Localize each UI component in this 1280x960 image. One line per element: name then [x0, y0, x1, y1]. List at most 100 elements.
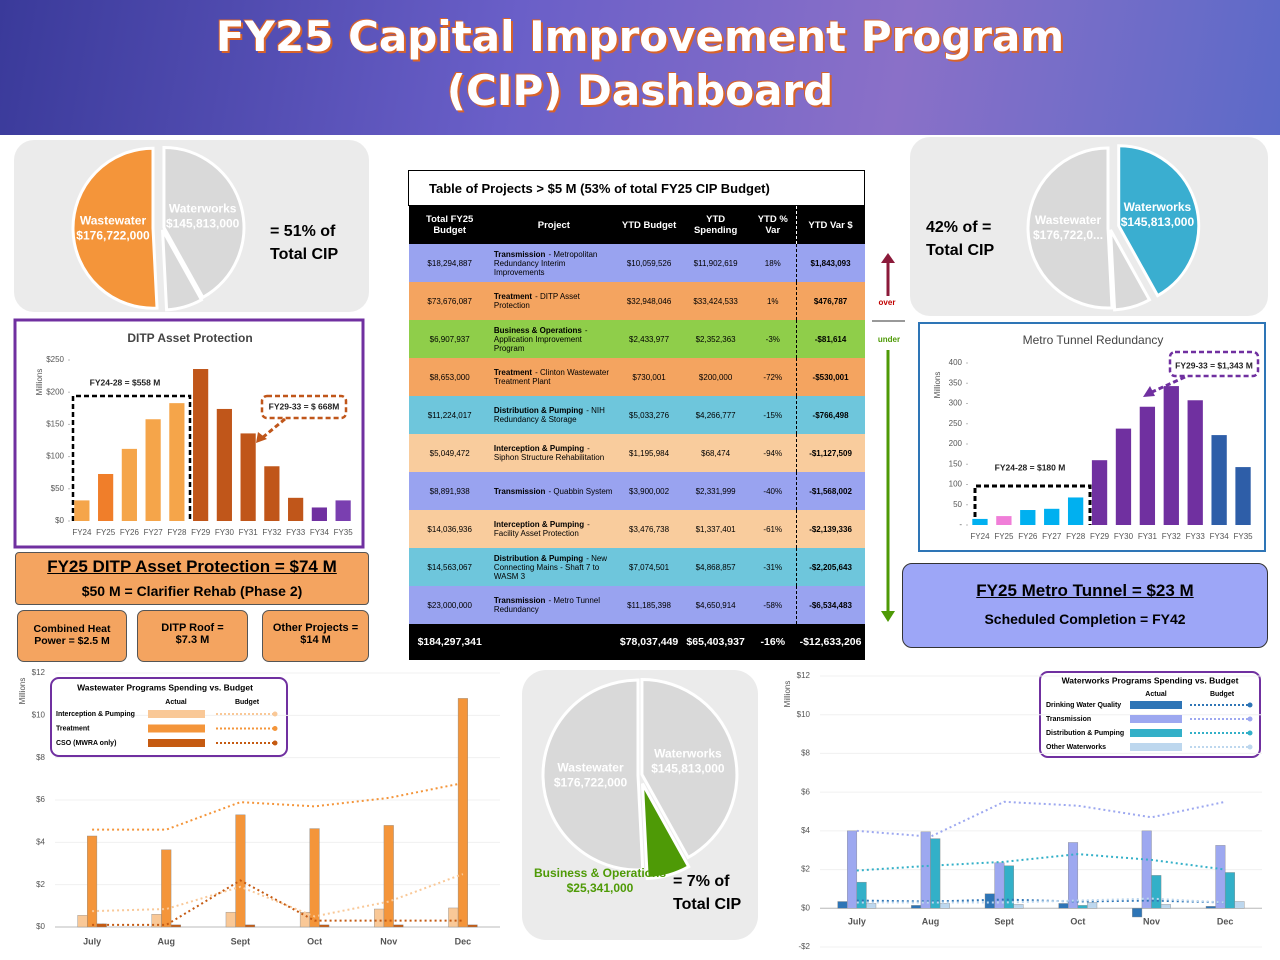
table-cell: $730,001 — [632, 372, 666, 382]
slice-label: Waterworks — [654, 747, 722, 761]
total-cell: $78,037,449 — [616, 624, 682, 660]
bar — [309, 828, 320, 928]
bar — [920, 831, 931, 909]
annotation: FY24-28 = $558 M — [90, 377, 161, 387]
bar — [467, 924, 478, 928]
x-tick-label: FY26 — [120, 528, 140, 537]
bar — [96, 923, 107, 928]
table-row: $18,294,887 Transmission - Metropolitan Re… — [408, 244, 865, 282]
legend-dot — [1247, 716, 1253, 722]
project-type: Transmission — [493, 596, 546, 605]
slice-value: $176,722,000 — [554, 775, 628, 789]
project-type: Treatment — [493, 292, 533, 301]
bar — [1205, 906, 1216, 909]
slice-label: Business & Operations — [534, 866, 666, 880]
bar — [1115, 428, 1132, 525]
table-cell: $2,352,363 — [695, 334, 736, 344]
x-tick-label: FY27 — [1042, 532, 1062, 541]
slice-label: Waterworks — [169, 202, 237, 216]
x-tick-label: FY31 — [1138, 532, 1158, 541]
bar — [77, 915, 88, 928]
pie-annotation: 42% of = — [926, 219, 991, 236]
project-type: Interception & Pumping — [493, 520, 585, 529]
pie-slice — [71, 146, 159, 310]
y-tick-label: $10 — [797, 710, 811, 719]
table-cell: $32,948,046 — [626, 296, 672, 306]
table-cell: -$530,001 — [795, 358, 865, 396]
bar — [1151, 875, 1162, 909]
budget-line — [856, 898, 1226, 904]
bar — [1087, 902, 1098, 909]
y-tick-label: $2 — [801, 865, 810, 874]
project-name: - NIH Redundancy & Storage — [493, 406, 605, 424]
bar — [856, 881, 867, 909]
bar — [393, 924, 404, 928]
bar — [87, 835, 98, 928]
bar — [288, 497, 304, 521]
y-tick-label: 50 — [953, 500, 962, 509]
legend-label: Transmission — [1046, 716, 1091, 723]
callout: FY25 DITP Asset Protection = $74 M $50 M… — [15, 552, 369, 605]
x-tick-label: FY30 — [215, 528, 235, 537]
legend-swatch — [148, 710, 205, 718]
bar — [1234, 901, 1245, 909]
pie-annotation: Total CIP — [926, 242, 994, 259]
y-tick-label: $150 — [46, 420, 64, 429]
table-cell: $5,049,472 — [429, 448, 470, 458]
table-row: $6,907,937 Business & Operations - Applica… — [408, 320, 865, 358]
bar — [383, 825, 394, 928]
annotation: FY24-28 = $180 M — [995, 462, 1066, 472]
table-cell: $3,900,002 — [629, 486, 670, 496]
table-cell: -61% — [763, 524, 783, 534]
callout-item: Other Projects = $14 M — [262, 610, 369, 662]
callout-item: DITP Roof = $7.3 M — [137, 610, 248, 662]
legend-label: Distribution & Pumping — [1046, 730, 1124, 737]
table-cell: -94% — [763, 448, 783, 458]
bar — [1068, 842, 1079, 909]
budget-line — [856, 800, 1226, 838]
table-cell: -$1,127,509 — [795, 434, 865, 472]
x-tick-label: FY24 — [970, 532, 990, 541]
x-tick-label: July — [83, 936, 101, 946]
callout-text: $50 M = Clarifier Rehab (Phase 2) — [81, 583, 303, 599]
bar — [972, 518, 988, 525]
project-cell: Interception & Pumping - Facility Asset P… — [491, 510, 617, 548]
table-cell: $8,653,000 — [429, 372, 470, 382]
title-line: FY25 Capital Improvement Program — [215, 12, 1065, 61]
total-cell: -$12,633,206 — [795, 624, 865, 660]
range-box — [973, 484, 1092, 525]
y-tick-label: 300 — [949, 399, 963, 408]
x-tick-label: Nov — [380, 936, 397, 946]
table-cell: $68,474 — [701, 448, 731, 458]
project-cell: Interception & Pumping - Siphon Structure… — [491, 434, 617, 472]
arrow-head — [1143, 386, 1155, 397]
legend-swatch — [1130, 715, 1182, 723]
table-cell: $4,868,857 — [695, 562, 736, 572]
project-name: - Facility Asset Protection — [493, 520, 590, 538]
table-cell: $11,224,017 — [427, 410, 472, 420]
legend-dot — [1247, 702, 1253, 708]
table-cell: -$2,205,643 — [795, 548, 865, 586]
y-axis-label: Millions — [35, 369, 44, 396]
table-row: $14,563,067 Distribution & Pumping - New C… — [408, 548, 865, 586]
y-tick-label: 250 — [949, 419, 963, 428]
total-cell-empty — [490, 624, 617, 660]
y-tick-label: $6 — [801, 787, 810, 796]
slice-label: Waterworks — [1124, 200, 1192, 214]
x-tick-label: FY28 — [167, 528, 187, 537]
bar — [161, 849, 172, 928]
slice-value: $176,722,000 — [76, 228, 150, 242]
bar — [240, 433, 256, 521]
table-title-row: Table of Projects > $5 M (53% of total F… — [408, 170, 865, 206]
project-cell: Business & Operations - Application Impro… — [491, 320, 617, 358]
legend-swatch — [1130, 701, 1182, 709]
arrow — [261, 417, 286, 440]
x-tick-label: FY29 — [1090, 532, 1110, 541]
table-row: $73,676,087 Treatment - DITP Asset Protect… — [408, 282, 865, 320]
table-cell: $14,036,936 — [427, 524, 472, 534]
bar — [225, 911, 236, 928]
x-tick-label: Dec — [455, 936, 472, 946]
pie-slice — [161, 229, 204, 312]
table-cell: $4,650,914 — [695, 600, 736, 610]
x-tick-label: Oct — [1070, 916, 1085, 926]
